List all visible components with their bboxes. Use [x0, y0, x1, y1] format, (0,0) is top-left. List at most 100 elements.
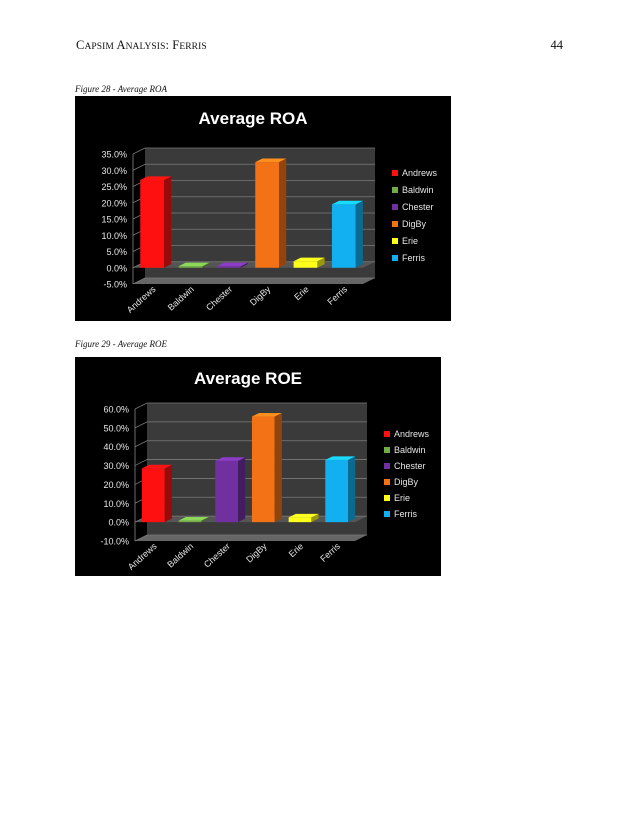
running-head-part: APSIM [84, 42, 117, 52]
running-head-part: : [165, 38, 173, 52]
bar-top-ferris [331, 200, 363, 205]
bar-side-andrews [164, 464, 172, 523]
x-tick-label: Erie [287, 541, 306, 559]
legend-label: Erie [402, 236, 418, 246]
page-header: CAPSIM ANALYSIS: FERRIS 44 [76, 38, 563, 54]
bar-side-ferris [348, 456, 356, 523]
bar-side-baldwin [201, 517, 209, 523]
bar-chester [216, 266, 241, 268]
y-tick-label: 35.0% [101, 150, 127, 160]
bar-side-baldwin [202, 262, 210, 268]
legend-label: DigBy [402, 219, 427, 229]
figure-caption-roa: Figure 28 - Average ROA [75, 84, 167, 94]
x-tick-label: Erie [292, 284, 311, 302]
running-head-part: A [116, 38, 126, 52]
x-tick-label: Chester [204, 284, 234, 313]
legend-swatch-chester [384, 463, 390, 469]
legend-label: Erie [394, 493, 410, 503]
y-tick-label: 20.0% [103, 480, 129, 490]
legend-swatch-erie [384, 495, 390, 501]
gridline [134, 402, 367, 410]
y-tick-label: -10.0% [100, 537, 129, 547]
bar-top-ferris [325, 456, 356, 460]
gridline [132, 147, 375, 155]
bar-top-chester [216, 262, 248, 267]
legend-label: Chester [402, 202, 434, 212]
bar-side-erie [317, 257, 325, 268]
y-tick-label: 15.0% [101, 215, 127, 225]
legend-swatch-baldwin [384, 447, 390, 453]
chart-average-roa: Average ROA -5.0% 0.0% 5.0% 10.0% 15.0% 20.0% 2… [75, 96, 451, 321]
y-tick-label: 10.0% [101, 231, 127, 241]
bar-digby [255, 162, 280, 268]
legend-swatch-erie [392, 238, 398, 244]
chart-title: Average ROA [199, 109, 308, 128]
bar-top-erie [293, 257, 325, 262]
figure-caption-roe: Figure 29 - Average ROE [75, 339, 167, 349]
gridline [132, 163, 375, 171]
bar-erie [293, 261, 318, 268]
legend-label: Baldwin [402, 185, 434, 195]
bar-top-andrews [140, 176, 172, 180]
bar-top-digby [255, 158, 287, 163]
legend-label: Andrews [394, 429, 430, 439]
legend-label: DigBy [394, 477, 419, 487]
x-tick-label: DigBy [248, 284, 273, 308]
y-tick-label: 60.0% [103, 405, 129, 415]
bar-top-erie [288, 513, 319, 518]
legend-label: Baldwin [394, 445, 426, 455]
legend-label: Chester [394, 461, 426, 471]
legend-swatch-chester [392, 204, 398, 210]
legend-swatch-baldwin [392, 187, 398, 193]
x-tick-label: Baldwin [165, 541, 195, 570]
bar-andrews [141, 468, 165, 523]
legend-swatch-digby [392, 221, 398, 227]
x-tick-label: Ferris [318, 541, 342, 564]
legend-label: Ferris [394, 509, 417, 519]
bar-side-chester [238, 457, 246, 523]
bar-baldwin [178, 266, 203, 268]
gridline [132, 277, 375, 285]
legend-swatch-andrews [384, 431, 390, 437]
bar-top-baldwin [178, 262, 210, 267]
running-head: CAPSIM ANALYSIS: FERRIS [76, 38, 207, 53]
gridline [134, 421, 367, 429]
x-tick-label: Andrews [125, 284, 158, 315]
bar-side-chester [240, 262, 248, 268]
bar-top-baldwin [178, 517, 209, 521]
running-head-part: ERRIS [179, 42, 207, 52]
bar-digby [251, 416, 275, 523]
legend-swatch-ferris [384, 511, 390, 517]
chart-average-roe: Average ROE -10.0% 0.0% 10.0% 20.0% 30.0% 40.0… [75, 357, 441, 576]
bar-erie [288, 517, 312, 523]
chart-base [135, 535, 367, 541]
legend-swatch-digby [384, 479, 390, 485]
chart-title: Average ROE [194, 369, 302, 388]
chart-base [133, 278, 375, 284]
roe-chart-svg: Average ROE -10.0% 0.0% 10.0% 20.0% 30.0% 40.0… [100, 369, 430, 572]
y-tick-label: 30.0% [101, 166, 127, 176]
legend-label: Ferris [402, 253, 425, 263]
bar-side-digby [279, 158, 287, 268]
x-tick-label: Ferris [325, 284, 349, 307]
roa-chart-svg: Average ROA -5.0% 0.0% 5.0% 10.0% 15.0% 20.0% 2… [101, 109, 438, 315]
gridline [134, 459, 367, 466]
bar-chester [215, 460, 239, 523]
bar-side-andrews [164, 176, 172, 268]
bar-andrews [140, 180, 165, 268]
x-tick-label: Chester [202, 541, 232, 570]
bar-ferris [325, 459, 349, 523]
y-tick-label: 0.0% [106, 263, 127, 273]
y-tick-label: 5.0% [106, 247, 127, 257]
running-head-part: F [172, 38, 180, 52]
page-number: 44 [550, 38, 564, 52]
y-tick-label: -5.0% [103, 280, 127, 290]
y-tick-label: 10.0% [103, 499, 129, 509]
gridline [134, 534, 367, 542]
bar-top-chester [215, 457, 246, 461]
bar-side-digby [274, 412, 282, 523]
x-tick-label: Baldwin [166, 284, 196, 313]
bar-top-andrews [141, 464, 172, 469]
gridline [134, 440, 367, 448]
legend-label: Andrews [402, 168, 438, 178]
